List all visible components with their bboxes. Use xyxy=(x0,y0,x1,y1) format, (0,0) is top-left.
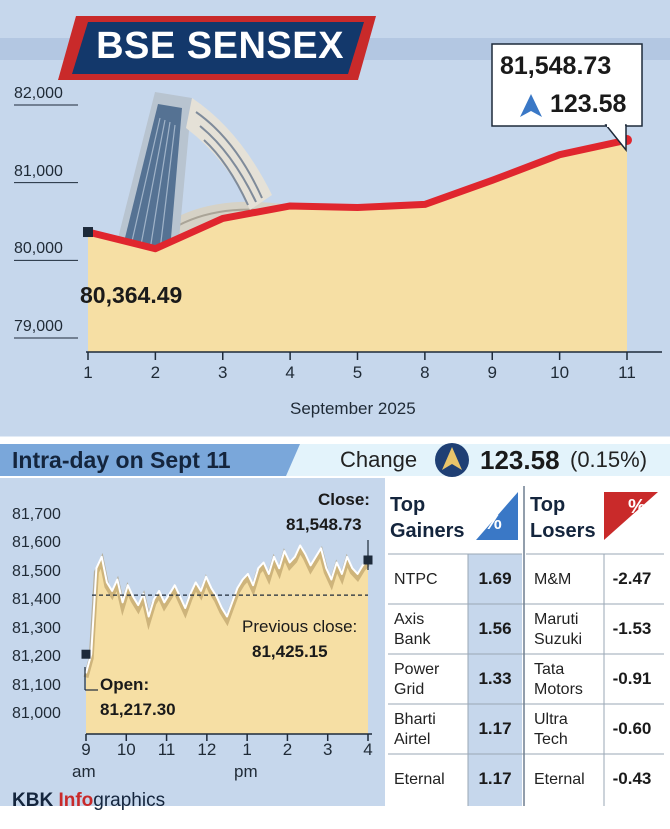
intraday-y-tick-label: 81,200 xyxy=(12,648,61,666)
start-value-label: 80,364.49 xyxy=(80,282,183,308)
intraday-title-bar xyxy=(0,444,306,476)
gainer-row-value: 1.69 xyxy=(478,569,512,588)
main-area-fill xyxy=(88,140,627,352)
loser-row-value: -0.43 xyxy=(612,769,652,788)
intraday-y-tick-label: 81,300 xyxy=(12,619,61,637)
change-label: Change xyxy=(340,447,418,472)
credit-line: KBK Infographics xyxy=(12,790,165,812)
close-value: 81,548.73 xyxy=(286,515,362,534)
gainer-row-value: 1.56 xyxy=(478,619,512,638)
intraday-x-tick-label: 4 xyxy=(363,740,373,759)
x-sub-am: am xyxy=(72,762,96,781)
gainer-row-value: 1.17 xyxy=(478,769,512,788)
loser-row-value: -0.60 xyxy=(612,719,652,738)
close-label: Close: xyxy=(318,490,370,509)
main-x-tick-label: 10 xyxy=(550,363,570,382)
open-marker xyxy=(81,649,91,659)
main-x-axis-title: September 2025 xyxy=(290,399,416,418)
main-x-tick-label: 2 xyxy=(150,363,161,382)
gainer-row-name: Power Grid xyxy=(394,661,440,698)
main-y-tick-label: 82,000 xyxy=(14,85,63,102)
change-percent: (0.15%) xyxy=(570,447,648,472)
credit-highlight: Info xyxy=(58,790,94,811)
gainers-percent-badge: % xyxy=(484,512,502,534)
title-banner xyxy=(58,16,376,80)
intraday-y-tick-label: 81,700 xyxy=(12,506,61,523)
intraday-area-fill xyxy=(86,545,368,734)
gainers-title: Top Gainers xyxy=(390,494,465,542)
up-arrow-icon xyxy=(520,94,542,117)
loser-row-value: -0.91 xyxy=(612,669,652,688)
loser-row-name: Eternal xyxy=(534,771,585,788)
gainer-row-name: NTPC xyxy=(394,571,438,588)
intraday-series-line xyxy=(85,544,369,674)
main-x-tick-label: 3 xyxy=(218,363,228,382)
main-x-tick-label: 8 xyxy=(420,363,430,382)
page-title: BSE SENSEX xyxy=(96,25,344,67)
change-bar xyxy=(286,444,670,476)
callout-leaders xyxy=(84,540,369,691)
gainer-row-value: 1.33 xyxy=(478,669,512,688)
callout-change-value: 123.58 xyxy=(550,90,627,118)
main-y-tick-label: 80,000 xyxy=(14,240,63,258)
change-value: 123.58 xyxy=(480,445,560,475)
previous-close-label: Previous close: xyxy=(242,617,358,636)
loser-row-name: M&M xyxy=(534,571,572,588)
intraday-x-ticks xyxy=(85,734,369,741)
loser-row-name: Tata Motors xyxy=(534,661,583,698)
intraday-x-tick-label: 12 xyxy=(197,740,217,759)
gainer-row-value: 1.17 xyxy=(478,719,512,738)
intraday-y-tick-label: 81,100 xyxy=(12,676,61,694)
intraday-y-tick-label: 81,600 xyxy=(12,534,61,552)
intraday-x-tick-label: 11 xyxy=(157,740,176,759)
loser-row-value: -1.53 xyxy=(612,619,652,638)
intraday-title: Intra-day on Sept 11 xyxy=(12,447,231,473)
main-y-tick-label: 81,000 xyxy=(14,162,63,180)
main-x-ticks xyxy=(87,352,628,360)
intraday-x-tick-label: 2 xyxy=(282,740,293,759)
main-series-line xyxy=(84,136,631,253)
intraday-x-tick-label: 10 xyxy=(116,740,136,759)
main-y-tick-label: 79,000 xyxy=(14,318,63,335)
x-sub-pm: pm xyxy=(234,762,258,781)
main-x-tick-label: 1 xyxy=(83,363,93,382)
intraday-x-tick-label: 3 xyxy=(322,740,333,759)
intraday-y-tick-label: 81,500 xyxy=(12,562,61,580)
loser-row-name: Ultra Tech xyxy=(534,711,568,748)
gainer-row-name: Eternal xyxy=(394,771,445,788)
main-x-tick-label: 5 xyxy=(352,363,363,382)
intraday-line-shadow xyxy=(83,544,370,679)
tables-grid xyxy=(388,486,664,806)
open-value: 81,217.30 xyxy=(100,700,176,719)
start-point-marker xyxy=(83,227,93,238)
previous-close-value: 81,425.15 xyxy=(252,642,328,661)
intraday-x-tick-label: 9 xyxy=(81,740,91,759)
main-x-tick-label: 11 xyxy=(618,363,636,382)
losers-percent-badge: % xyxy=(628,496,646,518)
up-arrow-icon xyxy=(442,447,462,470)
open-label: Open: xyxy=(100,675,150,694)
gainer-row-name: Bharti Airtel xyxy=(394,711,436,748)
credit-suffix: graphics xyxy=(93,790,166,811)
main-x-tick-label: 9 xyxy=(487,363,497,382)
losers-title: Top Losers xyxy=(530,494,596,542)
loser-row-value: -2.47 xyxy=(612,569,652,588)
top-callout xyxy=(491,43,643,153)
credit-prefix: KBK xyxy=(12,790,59,811)
main-gridlines xyxy=(14,104,78,339)
callout-close-value: 81,548.73 xyxy=(500,52,612,80)
intraday-y-tick-label: 81,400 xyxy=(12,591,61,609)
intraday-x-tick-label: 1 xyxy=(242,740,252,759)
gainer-row-name: Axis Bank xyxy=(394,611,431,648)
loser-row-name: Maruti Suzuki xyxy=(534,611,583,648)
main-x-tick-label: 4 xyxy=(285,363,295,382)
intraday-y-tick-label: 81,000 xyxy=(12,705,61,722)
